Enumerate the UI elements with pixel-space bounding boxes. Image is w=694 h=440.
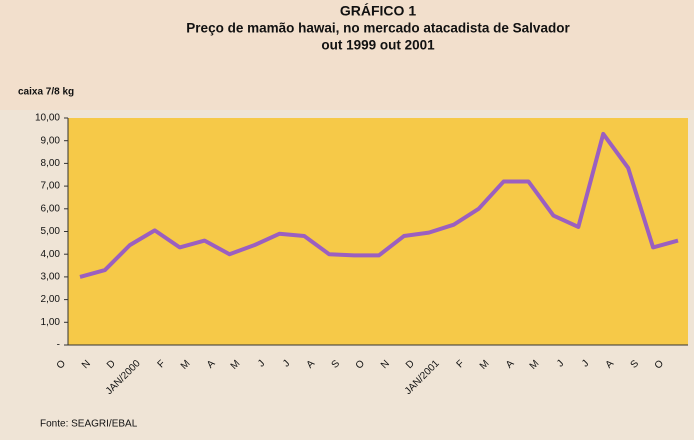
y-tick-label: 7,00: [41, 181, 61, 192]
y-tick-label: 2,00: [41, 294, 61, 305]
y-tick-label: 10,00: [35, 113, 60, 124]
y-tick-label: 3,00: [41, 272, 61, 283]
plot-area: [68, 118, 688, 345]
y-tick-label: 6,00: [41, 203, 61, 214]
background-band: [0, 0, 694, 110]
y-tick-label: 5,00: [41, 226, 61, 237]
y-tick-label: 4,00: [41, 249, 61, 260]
x-tick-label: J: [256, 358, 267, 369]
chart-label: GRÁFICO 1: [340, 3, 416, 19]
y-tick-label: 9,00: [41, 135, 61, 146]
y-tick-label: -: [57, 340, 60, 351]
x-tick-label: J: [580, 358, 591, 369]
series-line: [79, 131, 679, 279]
x-tick-label: J: [281, 358, 292, 369]
source: Fonte: SEAGRI/EBAL: [40, 419, 138, 430]
x-tick-label: J: [555, 358, 566, 369]
y-tick-label: 1,00: [41, 317, 61, 328]
chart-title: Preço de mamão hawai, no mercado atacadi…: [186, 21, 570, 36]
y-axis-label: caixa 7/8 kg: [18, 87, 74, 98]
y-tick-label: 8,00: [41, 158, 61, 169]
chart-subtitle: out 1999 out 2001: [321, 38, 435, 53]
